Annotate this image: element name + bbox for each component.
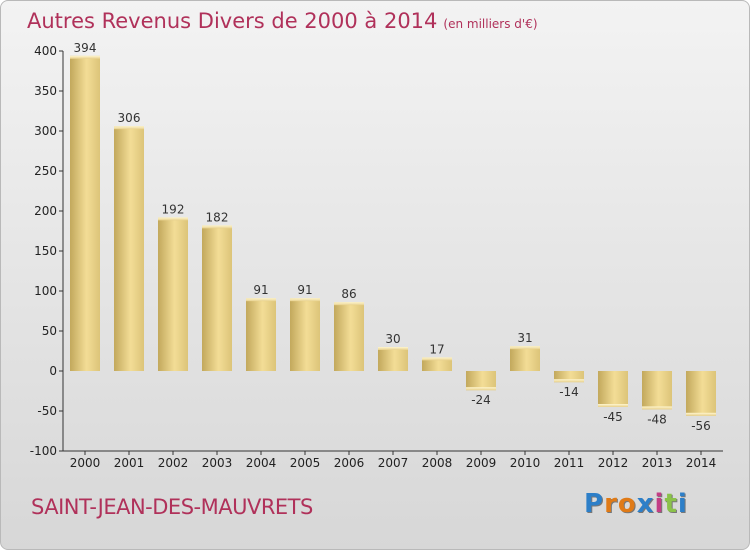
- x-tick-label: 2000: [70, 456, 101, 470]
- bar: [378, 347, 408, 371]
- data-label: 91: [253, 283, 268, 297]
- data-label: 182: [206, 210, 229, 224]
- y-tick-label: -100: [30, 444, 57, 458]
- y-tick-label: 150: [34, 244, 57, 258]
- chart-title: Autres Revenus Divers de 2000 à 2014 (en …: [27, 9, 538, 33]
- bar-cap: [290, 298, 320, 302]
- x-tick-label: 2008: [422, 456, 453, 470]
- x-tick-label: 2011: [554, 456, 585, 470]
- data-label: -48: [647, 412, 667, 426]
- bar-cap: [422, 357, 452, 361]
- bar: [642, 371, 672, 410]
- chart-unit: (en milliers d'€): [443, 17, 538, 31]
- x-tick-label: 2005: [290, 456, 321, 470]
- bar-cap: [554, 379, 584, 383]
- y-tick-label: 300: [34, 124, 57, 138]
- data-label: 31: [517, 331, 532, 345]
- data-label: 394: [74, 41, 97, 55]
- data-label: -45: [603, 410, 623, 424]
- y-tick-label: 400: [34, 44, 57, 58]
- bar-cap: [70, 55, 100, 59]
- value-labels: 394 306 192 182 91 91 86 30 17 -24 31 -14 -45 -48 -56: [74, 41, 711, 433]
- bar-cap: [114, 126, 144, 130]
- y-tick-label: 200: [34, 204, 57, 218]
- axes: 400 350 300 250 200 150 100 50 0 -50 -100 2000 2001 2…: [30, 44, 723, 470]
- y-tick-label: 350: [34, 84, 57, 98]
- logo-letter: o: [617, 489, 637, 519]
- y-tick-label: 100: [34, 284, 57, 298]
- bar: [510, 346, 540, 371]
- x-tick-label: 2007: [378, 456, 409, 470]
- x-tick-label: 2010: [510, 456, 541, 470]
- bar-cap: [158, 217, 188, 221]
- data-label: -14: [559, 385, 579, 399]
- x-tick-label: 2001: [114, 456, 145, 470]
- bar: [246, 298, 276, 371]
- bar-cap: [246, 298, 276, 302]
- bar: [202, 225, 232, 371]
- data-label: -24: [471, 393, 491, 407]
- bar: [114, 126, 144, 371]
- bar: [598, 371, 628, 407]
- commune-name: SAINT-JEAN-DES-MAUVRETS: [31, 495, 313, 519]
- x-tick-label: 2006: [334, 456, 365, 470]
- proxiti-logo: Proxiti: [584, 489, 688, 519]
- bar: [554, 371, 584, 383]
- logo-letter: i: [654, 489, 665, 519]
- x-tick-label: 2009: [466, 456, 497, 470]
- bar: [158, 217, 188, 371]
- bar-cap: [202, 225, 232, 229]
- logo-letter: i: [677, 489, 688, 519]
- logo-letter: t: [664, 489, 678, 519]
- y-tick-label: 250: [34, 164, 57, 178]
- bar-cap: [334, 302, 364, 306]
- x-tick-label: 2013: [642, 456, 673, 470]
- bar-cap: [598, 404, 628, 407]
- x-tick-label: 2002: [158, 456, 189, 470]
- data-label: 192: [162, 202, 185, 216]
- bar-cap: [686, 412, 716, 416]
- x-tick-label: 2012: [598, 456, 629, 470]
- bar-cap: [378, 347, 408, 350]
- x-tick-label: 2014: [686, 456, 717, 470]
- logo-letter: P: [584, 489, 605, 519]
- x-tick-label: 2003: [202, 456, 233, 470]
- bars: [70, 55, 716, 416]
- bar-cap: [510, 346, 540, 350]
- bar: [290, 298, 320, 371]
- logo-letter: r: [604, 489, 618, 519]
- data-label: 30: [385, 332, 400, 346]
- x-tick-label: 2004: [246, 456, 277, 470]
- bar: [334, 302, 364, 371]
- data-label: 17: [429, 342, 444, 356]
- bar: [466, 371, 496, 391]
- bar: [70, 55, 100, 372]
- bar-cap: [466, 387, 496, 391]
- logo-letter: x: [636, 489, 655, 519]
- bar-cap: [642, 406, 672, 410]
- y-tick-label: 0: [49, 364, 57, 378]
- bar: [422, 357, 452, 371]
- chart-title-text: Autres Revenus Divers de 2000 à 2014: [27, 9, 438, 33]
- data-label: 91: [297, 283, 312, 297]
- y-tick-label: 50: [42, 324, 57, 338]
- data-label: 306: [118, 111, 141, 125]
- y-tick-label: -50: [37, 404, 57, 418]
- data-label: -56: [691, 419, 711, 433]
- data-label: 86: [341, 287, 356, 301]
- bar: [686, 371, 716, 416]
